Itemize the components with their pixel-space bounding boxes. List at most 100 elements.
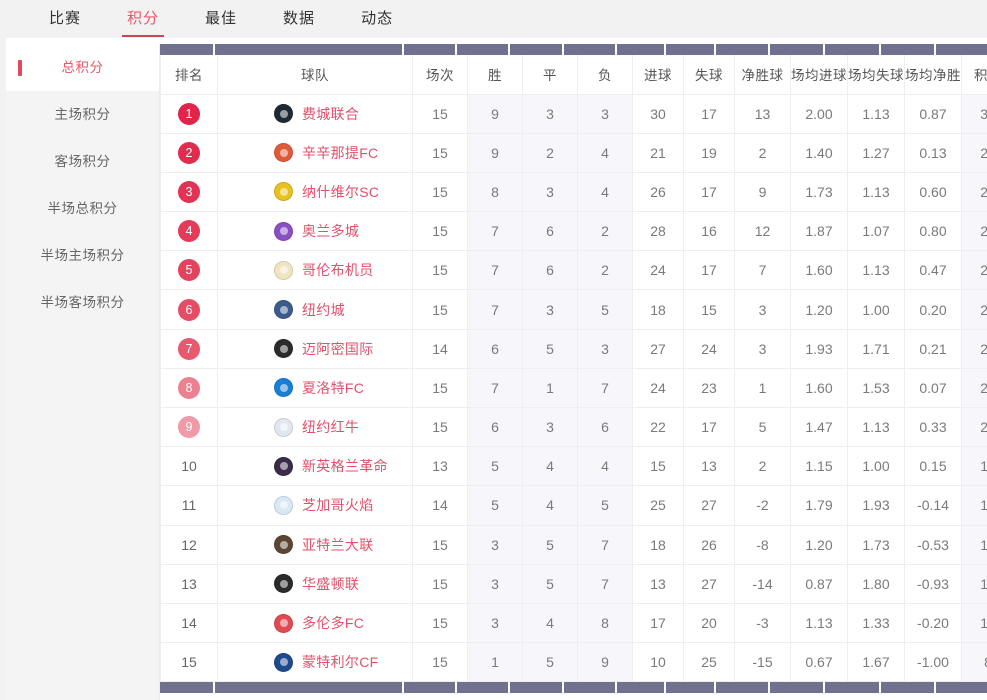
column-scroll-bar-top[interactable] bbox=[160, 44, 987, 55]
scroll-bar-segment-rank[interactable] bbox=[160, 44, 216, 55]
team-cell[interactable]: 新英格兰革命 bbox=[217, 446, 413, 487]
scroll-bar-segment-gapg[interactable] bbox=[825, 44, 881, 55]
scroll-bar-segment-gdpg[interactable] bbox=[880, 682, 936, 693]
sidebar-item-5[interactable]: 半场客场积分 bbox=[6, 279, 159, 326]
scroll-bar-segment-loss[interactable] bbox=[563, 44, 618, 55]
sidebar-item-1[interactable]: 主场积分 bbox=[6, 91, 159, 138]
scroll-bar-segment-played[interactable] bbox=[403, 682, 458, 693]
scroll-bar-segment-draw[interactable] bbox=[510, 682, 564, 693]
tab-1[interactable]: 积分 bbox=[122, 0, 165, 38]
column-scroll-bar-bottom[interactable] bbox=[160, 682, 987, 693]
team-cell[interactable]: 纳什维尔SC bbox=[217, 172, 413, 213]
column-header-gapg[interactable]: 场均失球 bbox=[847, 55, 905, 95]
column-header-points[interactable]: 积分 bbox=[961, 55, 987, 95]
column-header-loss[interactable]: 负 bbox=[577, 55, 633, 95]
tab-2[interactable]: 最佳 bbox=[205, 10, 238, 27]
tab-3[interactable]: 数据 bbox=[283, 10, 316, 27]
team-name-link[interactable]: 纳什维尔SC bbox=[302, 183, 380, 200]
scroll-bar-segment-win[interactable] bbox=[457, 682, 511, 693]
scroll-bar-segment-ga[interactable] bbox=[666, 44, 716, 55]
team-name-link[interactable]: 费城联合 bbox=[302, 105, 360, 122]
team-cell[interactable]: 纽约城 bbox=[217, 289, 413, 330]
scroll-bar-segment-gf[interactable] bbox=[617, 682, 667, 693]
column-header-ga[interactable]: 失球 bbox=[683, 55, 735, 95]
scroll-bar-segment-ga[interactable] bbox=[666, 682, 716, 693]
team-cell[interactable]: 奥兰多城 bbox=[217, 211, 413, 252]
scroll-bar-segment-gfpg[interactable] bbox=[770, 44, 826, 55]
team-cell[interactable]: 哥伦布机员 bbox=[217, 250, 413, 291]
team-name-link[interactable]: 辛辛那提FC bbox=[302, 144, 379, 161]
team-name-link[interactable]: 哥伦布机员 bbox=[302, 262, 374, 279]
scroll-bar-segment-win[interactable] bbox=[457, 44, 511, 55]
scroll-bar-segment-gf[interactable] bbox=[617, 44, 667, 55]
scroll-bar-segment-gfpg[interactable] bbox=[770, 682, 826, 693]
team-cell[interactable]: 纽约红牛 bbox=[217, 407, 413, 448]
scroll-bar-segment-played[interactable] bbox=[403, 44, 458, 55]
scroll-bar-segment-points[interactable] bbox=[935, 682, 987, 693]
team-name-link[interactable]: 芝加哥火焰 bbox=[302, 497, 374, 514]
team-name-link[interactable]: 亚特兰大联 bbox=[302, 536, 374, 553]
column-header-rank[interactable]: 排名 bbox=[160, 55, 218, 95]
team-name-link[interactable]: 奥兰多城 bbox=[302, 223, 360, 240]
team-name-link[interactable]: 迈阿密国际 bbox=[302, 340, 374, 357]
team-logo-icon bbox=[274, 104, 293, 124]
scroll-bar-segment-gdpg[interactable] bbox=[880, 44, 936, 55]
team-cell[interactable]: 多伦多FC bbox=[217, 603, 413, 644]
tab-0[interactable]: 比赛 bbox=[49, 10, 82, 27]
team-name-link[interactable]: 蒙特利尔CF bbox=[302, 654, 379, 671]
scroll-bar-segment-team[interactable] bbox=[215, 44, 404, 55]
team-name-link[interactable]: 新英格兰革命 bbox=[302, 458, 388, 475]
team-name-link[interactable]: 纽约城 bbox=[302, 301, 345, 318]
column-header-played[interactable]: 场次 bbox=[412, 55, 468, 95]
scroll-bar-segment-draw[interactable] bbox=[510, 44, 564, 55]
column-header-gd[interactable]: 净胜球 bbox=[734, 55, 791, 95]
team-cell[interactable]: 迈阿密国际 bbox=[217, 329, 413, 369]
scroll-bar-segment-rank[interactable] bbox=[160, 682, 216, 693]
column-header-team[interactable]: 球队 bbox=[217, 55, 413, 95]
team-name-link[interactable]: 纽约红牛 bbox=[302, 419, 360, 436]
column-header-draw[interactable]: 平 bbox=[522, 55, 578, 95]
team-cell[interactable]: 华盛顿联 bbox=[217, 564, 413, 604]
tab-4[interactable]: 动态 bbox=[361, 10, 394, 27]
column-header-gf[interactable]: 进球 bbox=[632, 55, 684, 95]
team-cell[interactable]: 辛辛那提FC bbox=[217, 133, 413, 173]
scroll-bar-segment-gd[interactable] bbox=[715, 682, 771, 693]
scroll-bar-segment-gapg[interactable] bbox=[825, 682, 881, 693]
scroll-bar-segment-loss[interactable] bbox=[563, 682, 618, 693]
scroll-bar-segment-points[interactable] bbox=[935, 44, 987, 55]
column-header-win[interactable]: 胜 bbox=[467, 55, 523, 95]
sidebar-item-4[interactable]: 半场主场积分 bbox=[6, 232, 159, 279]
cell-points: 27 bbox=[961, 250, 987, 291]
column-header-gdpg[interactable]: 场均净胜 bbox=[904, 55, 962, 95]
scroll-bar-segment-team[interactable] bbox=[215, 682, 404, 693]
scroll-bar-segment-gd[interactable] bbox=[715, 44, 771, 55]
sidebar-item-0[interactable]: 总积分 bbox=[6, 44, 159, 91]
team-name-link[interactable]: 华盛顿联 bbox=[302, 575, 360, 592]
sidebar-item-2[interactable]: 客场积分 bbox=[6, 138, 159, 185]
team-cell[interactable]: 亚特兰大联 bbox=[217, 525, 413, 565]
sidebar-item-3[interactable]: 半场总积分 bbox=[6, 185, 159, 232]
team-name-link[interactable]: 夏洛特FC bbox=[302, 379, 365, 396]
team-cell[interactable]: 费城联合 bbox=[217, 94, 413, 134]
team-name-link[interactable]: 多伦多FC bbox=[302, 615, 365, 632]
column-header-gfpg[interactable]: 场均进球 bbox=[790, 55, 848, 95]
team-cell[interactable]: 夏洛特FC bbox=[217, 368, 413, 409]
team-cell[interactable]: 蒙特利尔CF bbox=[217, 642, 413, 683]
cell-ga: 27 bbox=[683, 485, 735, 526]
team-cell[interactable]: 芝加哥火焰 bbox=[217, 485, 413, 526]
